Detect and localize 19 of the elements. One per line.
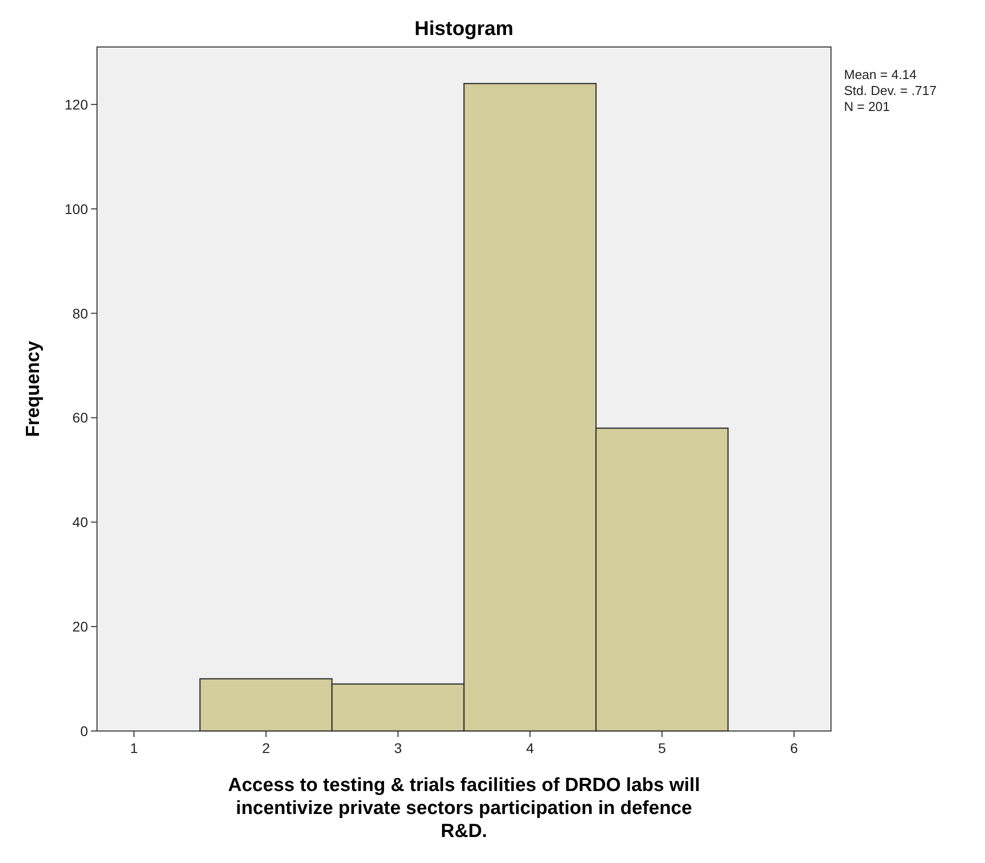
x-tick-label: 2 xyxy=(262,740,270,756)
y-tick-label: 60 xyxy=(72,410,88,426)
y-tick-label: 100 xyxy=(64,200,88,217)
x-tick-label: 1 xyxy=(130,740,138,756)
x-tick-label: 6 xyxy=(790,740,798,756)
y-tick-label: 40 xyxy=(72,514,88,530)
x-tick-label: 3 xyxy=(394,740,402,756)
y-axis-title: Frequency xyxy=(23,340,44,438)
x-tick-label: 5 xyxy=(658,740,666,756)
y-tick-label: 80 xyxy=(72,305,88,322)
y-tick-label: 20 xyxy=(72,618,88,635)
text: N = 201 xyxy=(844,99,890,114)
y-tick-label: 120 xyxy=(64,96,88,112)
y-tick-label: 0 xyxy=(80,723,88,739)
chart-title: Histogram xyxy=(414,18,514,40)
x-tick-label: 4 xyxy=(526,740,534,756)
x-axis-title: Access to testing & trials facilities of DRDO labs will incentivize private sectors participation in defence R&D. xyxy=(228,775,700,842)
text: Std. Dev. = .717 xyxy=(844,83,937,98)
text: Mean = 4.14 xyxy=(844,67,917,82)
